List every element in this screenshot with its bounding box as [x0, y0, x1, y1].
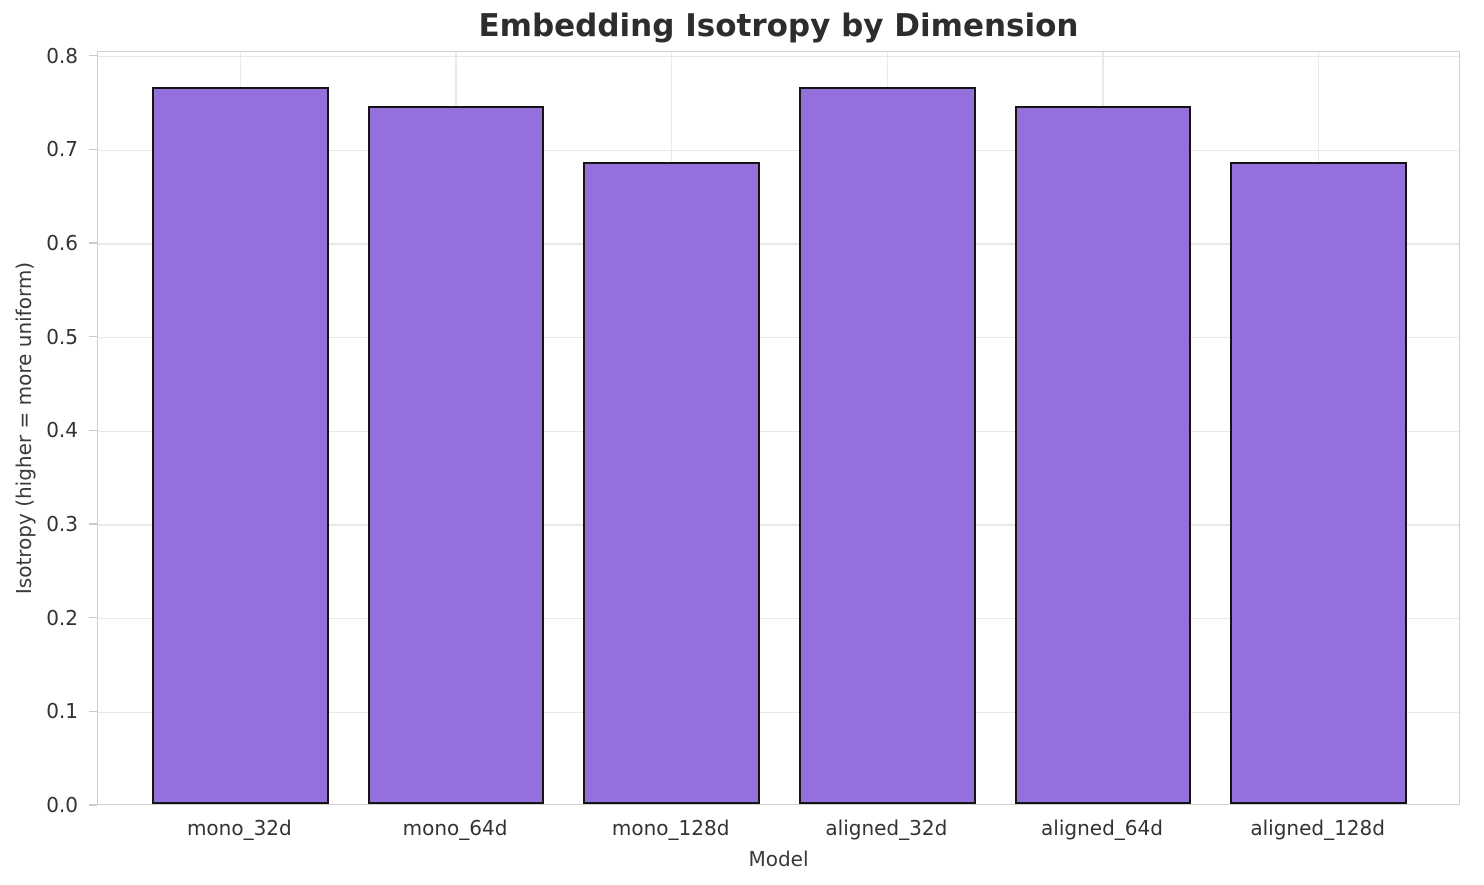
y-tick-mark [89, 242, 97, 244]
horizontal-gridline [98, 149, 1459, 152]
y-tick-mark [89, 616, 97, 619]
y-tick-label: 0.2 [46, 605, 78, 630]
y-tick-mark [89, 429, 97, 432]
horizontal-gridline [98, 711, 1459, 714]
bar-aligned_128d [1230, 162, 1408, 804]
x-tick-label-aligned_64d: aligned_64d [1041, 816, 1163, 840]
chart-title: Embedding Isotropy by Dimension [478, 8, 1079, 44]
y-tick-label: 0.1 [46, 699, 78, 724]
x-tick-label-aligned_128d: aligned_128d [1250, 816, 1385, 840]
bar-mono_32d [151, 87, 329, 804]
horizontal-gridline [98, 617, 1459, 620]
y-tick-mark [89, 804, 97, 806]
y-tick-label: 0.0 [46, 793, 78, 817]
y-tick-mark [89, 335, 97, 338]
bar-mono_64d [367, 106, 545, 804]
bar-mono_128d [583, 162, 761, 804]
y-tick-mark [89, 148, 97, 151]
horizontal-gridline [98, 524, 1459, 526]
y-tick-label: 0.7 [46, 137, 78, 162]
x-tick-label-mono_32d: mono_32d [186, 816, 292, 840]
x-tick-label-mono_128d: mono_128d [611, 816, 730, 840]
y-tick-label: 0.4 [46, 418, 78, 443]
x-tick-label-mono_64d: mono_64d [402, 816, 508, 840]
y-tick-label: 0.8 [46, 43, 78, 68]
horizontal-gridline [98, 430, 1459, 433]
plot-area [97, 51, 1460, 805]
horizontal-gridline [98, 243, 1459, 245]
y-tick-mark [89, 523, 97, 525]
y-tick-label: 0.6 [46, 231, 78, 255]
x-tick-label-aligned_32d: aligned_32d [825, 816, 948, 840]
y-tick-mark [89, 710, 97, 713]
bar-aligned_32d [798, 87, 976, 804]
bar-aligned_64d [1014, 106, 1192, 804]
y-tick-label: 0.5 [46, 324, 78, 349]
y-tick-mark [89, 54, 97, 57]
x-axis-label: Model [748, 847, 809, 871]
horizontal-gridline [98, 336, 1459, 339]
horizontal-gridline [98, 55, 1459, 58]
y-tick-label: 0.3 [46, 512, 78, 536]
